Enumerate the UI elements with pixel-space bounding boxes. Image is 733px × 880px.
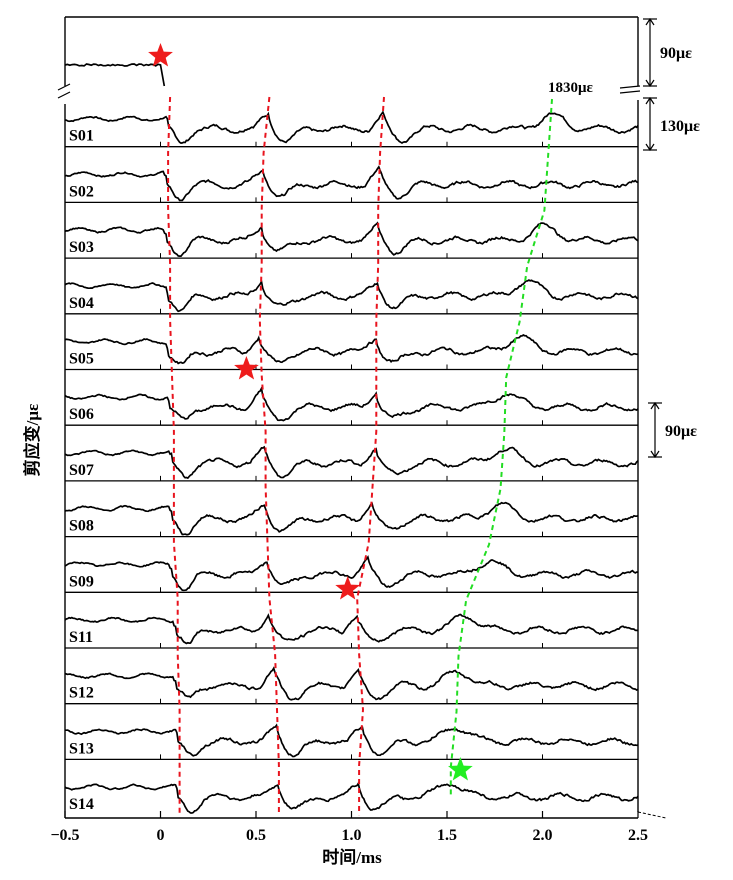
trace-s02 — [64, 165, 639, 202]
series-label-s06: S06 — [69, 406, 94, 423]
trace-s12 — [64, 666, 639, 701]
trace-layer — [64, 63, 639, 814]
scale-bar-lower-label: 90με — [665, 423, 697, 440]
reference-trace — [64, 63, 166, 87]
x-tick-label: −0.5 — [50, 827, 79, 844]
series-label-s14: S14 — [69, 796, 94, 813]
trace-s04 — [64, 279, 639, 313]
series-label-s08: S08 — [69, 518, 94, 535]
x-tick-label: 2.0 — [533, 827, 553, 844]
x-tick-label: 0.5 — [246, 827, 266, 844]
series-label-s07: S07 — [69, 462, 94, 479]
series-label-s03: S03 — [69, 239, 94, 256]
trace-s09 — [64, 555, 638, 592]
source-marker-star — [234, 356, 259, 380]
trace-s11 — [64, 613, 639, 645]
series-label-s02: S02 — [69, 183, 94, 200]
x-axis-label: 时间/ms — [322, 847, 382, 867]
axis-break-mark — [57, 83, 71, 99]
scale-bar-top-arrows — [645, 17, 655, 88]
frame-right-dashed — [637, 811, 667, 819]
green-dashed-connector — [449, 98, 553, 798]
series-label-s01: S01 — [69, 128, 94, 145]
source-marker-star — [148, 43, 173, 67]
scale-break-mark — [619, 85, 641, 94]
trace-s08 — [64, 501, 639, 536]
series-label-s04: S04 — [69, 295, 94, 312]
series-label-s12: S12 — [69, 685, 94, 702]
red-dashed-connector — [258, 96, 280, 816]
trace-s05 — [64, 334, 639, 365]
axes-layer — [57, 16, 667, 819]
series-label-s11: S11 — [69, 629, 93, 646]
scale-bar-top-label: 90με — [660, 45, 692, 62]
scale-bar-middle-arrows — [645, 96, 655, 152]
scale-bar-lower-arrows — [650, 401, 660, 459]
source-marker-star — [335, 576, 360, 600]
overlay-layer — [148, 43, 553, 816]
trace-s01 — [64, 110, 639, 144]
x-tick-label: 1.0 — [342, 827, 362, 844]
trace-s03 — [64, 221, 639, 257]
x-tick-label: 0 — [157, 827, 165, 844]
break-offset-label: 1830με — [548, 80, 594, 96]
series-label-s05: S05 — [69, 351, 94, 368]
series-label-s13: S13 — [69, 740, 94, 757]
red-dashed-connector — [356, 96, 385, 816]
y-axis-label: 剪应变/με — [22, 404, 42, 477]
scale-bar-middle-label: 130με — [660, 118, 700, 135]
red-dashed-connector — [167, 96, 181, 816]
trace-s14 — [64, 781, 639, 814]
source-marker-star — [448, 757, 473, 781]
series-label-s09: S09 — [69, 573, 94, 590]
trace-s13 — [65, 723, 639, 758]
text-layer: 时间/ms 剪应变/με 1830με −0.5 0 0.5 1.0 1.5 2.0 2.5… — [22, 45, 700, 867]
trace-s07 — [64, 445, 639, 480]
x-tick-label: 1.5 — [437, 827, 457, 844]
trace-s06 — [64, 385, 639, 422]
x-tick-label: 2.5 — [628, 827, 648, 844]
